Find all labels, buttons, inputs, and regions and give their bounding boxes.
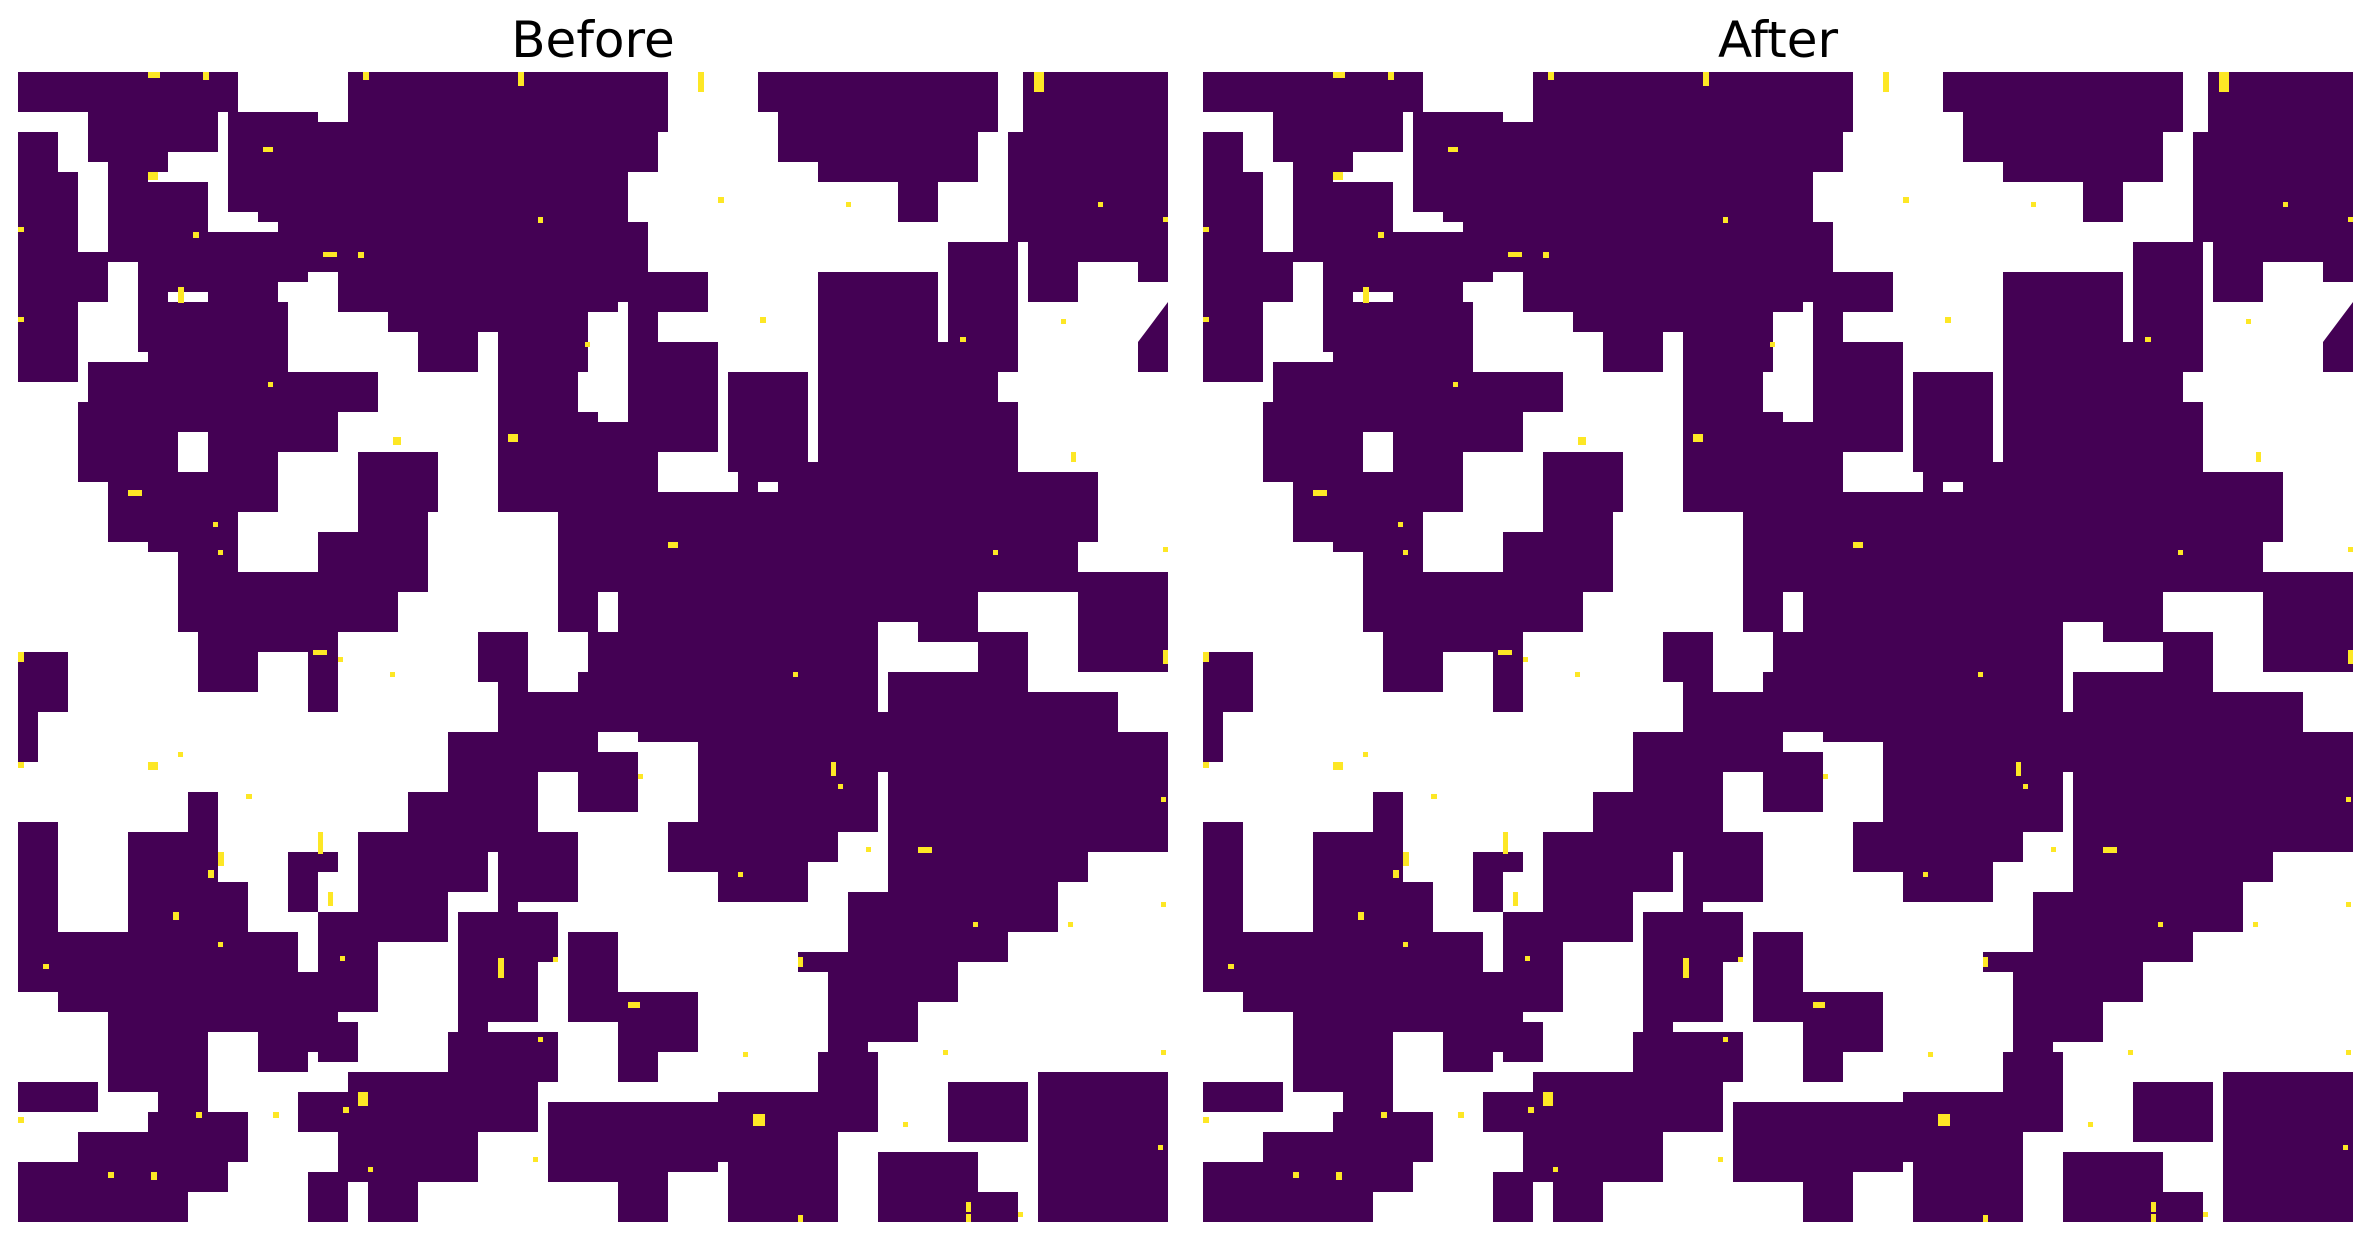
before-image xyxy=(18,72,1168,1222)
before-phase-map xyxy=(18,72,1168,1222)
panel-title-after: After xyxy=(1717,11,1839,69)
after-phase-map xyxy=(1203,72,2353,1222)
after-image xyxy=(1203,72,2353,1222)
panel-title-before: Before xyxy=(511,11,675,69)
